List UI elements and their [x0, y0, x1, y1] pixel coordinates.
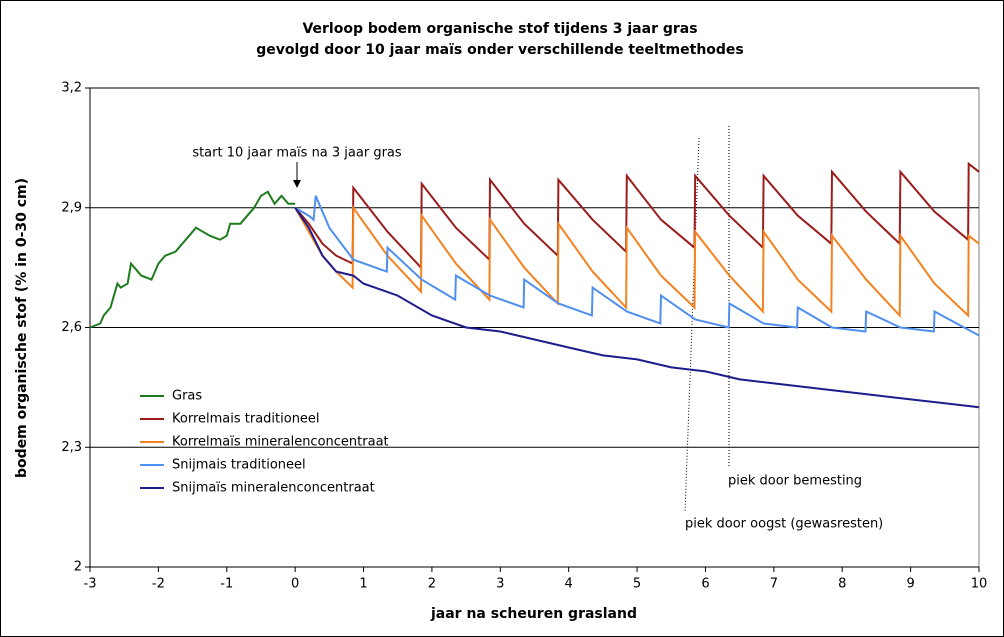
- x-tick-label: -3: [84, 577, 97, 592]
- x-tick-label: -1: [220, 577, 233, 592]
- y-tick-label: 2: [74, 560, 82, 575]
- x-tick-label: 4: [565, 577, 573, 592]
- series-line: [89, 190, 296, 329]
- y-tick-label: 3,2: [61, 81, 82, 96]
- x-tick-label: 2: [428, 577, 436, 592]
- legend-label: Snijmaïs mineralenconcentraat: [172, 481, 375, 496]
- y-axis-title: bodem organische stof (% in 0-30 cm): [14, 178, 30, 478]
- series-line: [294, 204, 980, 319]
- annotation: piek door oogst (gewasresten): [685, 517, 883, 532]
- x-tick-label: 0: [291, 577, 299, 592]
- legend-label: Gras: [172, 389, 202, 404]
- x-tick-label: 5: [633, 577, 641, 592]
- y-tick-label: 2,6: [61, 320, 82, 335]
- x-tick-label: 10: [971, 577, 988, 592]
- y-tick-label: 2,9: [61, 200, 82, 215]
- legend-label: Snijmais traditioneel: [172, 458, 306, 473]
- x-tick-label: 6: [701, 577, 709, 592]
- series-line: [294, 195, 980, 337]
- annotation: start 10 jaar maïs na 3 jaar gras: [192, 146, 402, 161]
- x-tick-label: 1: [359, 577, 367, 592]
- y-tick-label: 2,3: [61, 440, 82, 455]
- chart-title: gevolgd door 10 jaar maïs onder verschil…: [256, 42, 744, 58]
- x-axis-title: jaar na scheuren grasland: [430, 606, 637, 622]
- legend-label: Korrelmais traditioneel: [172, 412, 320, 427]
- series-line: [294, 161, 980, 271]
- x-tick-label: 9: [906, 577, 914, 592]
- x-tick-label: 8: [838, 577, 846, 592]
- annotation-arrow-head: [293, 180, 301, 188]
- chart-title: Verloop bodem organische stof tijdens 3 …: [302, 21, 697, 37]
- legend-label: Korrelmaïs mineralenconcentraat: [172, 435, 389, 450]
- series-line: [294, 207, 980, 409]
- x-tick-label: 7: [770, 577, 778, 592]
- x-tick-label: 3: [496, 577, 504, 592]
- x-tick-label: -2: [152, 577, 165, 592]
- annotation: piek door bemesting: [728, 474, 862, 489]
